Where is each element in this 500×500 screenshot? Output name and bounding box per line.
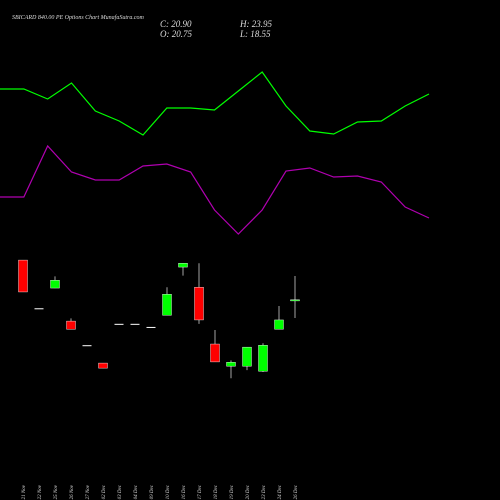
x-tick-label: 19 Dec (230, 484, 235, 499)
indicator-line (0, 144, 430, 235)
candle-body (162, 294, 172, 316)
candle-body (66, 320, 76, 330)
x-tick-label: 27 Nov (86, 484, 91, 499)
candle-body (146, 326, 156, 328)
candle-body (242, 346, 252, 367)
x-tick-label: 16 Dec (182, 484, 187, 499)
x-tick-label: 24 Dec (278, 484, 283, 499)
candle-body (194, 287, 204, 321)
x-tick-label: 23 Dec (262, 484, 267, 499)
x-tick-label: 25 Nov (54, 484, 59, 499)
low-label: L: 18.55 (239, 29, 271, 39)
x-tick-label: 17 Dec (198, 484, 203, 499)
x-tick-label: 21 Nov (22, 484, 27, 499)
candle-body (210, 343, 220, 363)
x-tick-label: 02 Dec (102, 484, 107, 499)
candle-body (226, 362, 236, 367)
close-label: C: 20.90 (160, 19, 192, 29)
x-tick-label: 09 Dec (150, 484, 155, 499)
chart-title: SBICARD 840.00 PE Options Chart MunafaSu… (12, 14, 144, 21)
candle-body (82, 345, 92, 347)
x-tick-label: 03 Dec (118, 484, 123, 499)
candle-body (274, 319, 284, 330)
x-tick-label: 20 Dec (246, 484, 251, 499)
candle-body (130, 323, 140, 325)
candle-body (34, 308, 44, 310)
x-tick-label: 26 Nov (70, 484, 75, 499)
x-tick-label: 22 Nov (38, 484, 43, 499)
candle-body (98, 362, 108, 369)
x-tick-label: 18 Dec (214, 484, 219, 499)
x-tick-label: 04 Dec (134, 484, 139, 499)
candle-body (178, 263, 188, 268)
candle-body (290, 299, 300, 302)
x-tick-label: 26 Dec (294, 484, 299, 499)
open-label: O: 20.75 (160, 29, 192, 39)
high-label: H: 23.95 (239, 19, 272, 29)
candle-body (18, 259, 28, 293)
candle-body (114, 323, 124, 325)
candle-body (258, 345, 268, 372)
x-tick-label: 10 Dec (166, 484, 171, 499)
candle-body (50, 280, 60, 289)
indicator-line (0, 71, 430, 136)
